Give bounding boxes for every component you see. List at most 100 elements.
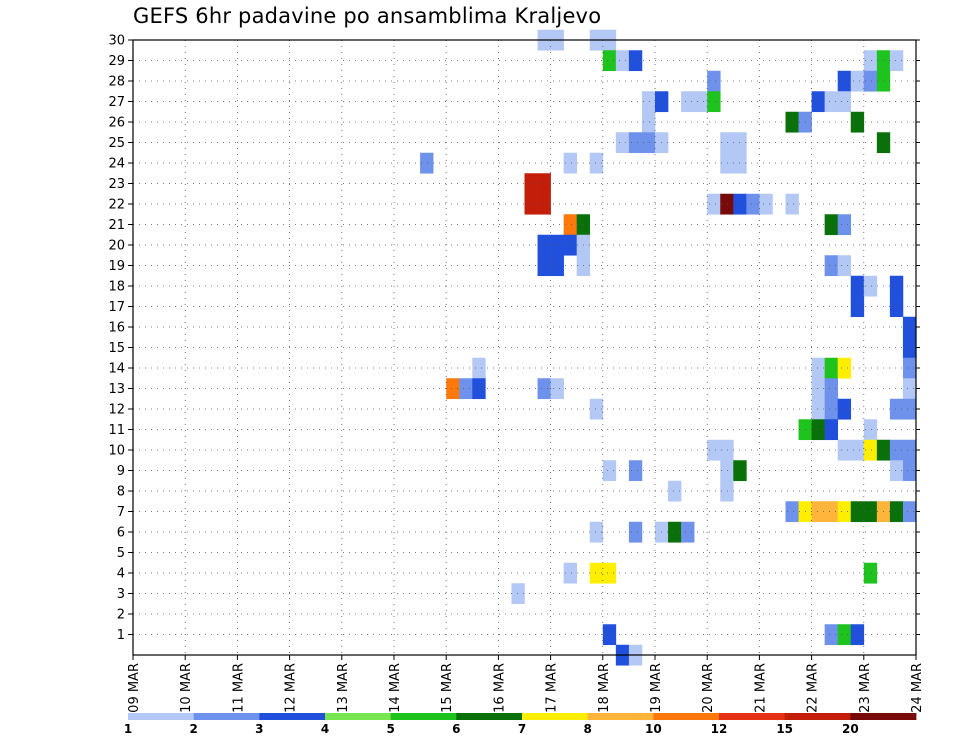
precip-cell — [628, 521, 643, 543]
precip-cell — [537, 378, 551, 400]
precip-cell — [837, 501, 852, 523]
y-tick-label: 11 — [108, 423, 125, 438]
precip-cell — [459, 378, 473, 400]
precip-cell — [837, 214, 852, 236]
precip-cell — [837, 398, 852, 420]
y-tick-label: 19 — [108, 259, 125, 274]
precip-cell — [837, 357, 852, 379]
precip-cell — [589, 521, 604, 543]
x-tick-label: 20 MAR — [701, 663, 716, 713]
y-tick-label: 15 — [108, 341, 125, 356]
y-tick-label: 12 — [108, 403, 125, 418]
precip-cell — [850, 275, 865, 297]
x-tick-label: 22 MAR — [806, 663, 821, 713]
precip-cell — [589, 562, 604, 584]
legend-label: 8 — [583, 722, 591, 736]
legend-swatch — [522, 713, 589, 720]
precip-cell — [850, 439, 865, 461]
x-tick-label: 15 MAR — [440, 663, 455, 713]
y-tick-label: 8 — [117, 485, 125, 500]
precip-cell — [850, 296, 865, 318]
y-tick-label: 1 — [117, 628, 125, 643]
precip-cell — [811, 378, 825, 400]
precip-cell — [902, 439, 917, 461]
precip-cell — [563, 152, 577, 174]
precip-cell — [720, 193, 734, 215]
color-legend: 1 2 3 4 5 6 7 8 10 12 15 20 — [124, 713, 917, 736]
precip-cell — [811, 398, 825, 420]
precip-cell — [889, 296, 904, 318]
legend-swatch — [784, 713, 851, 720]
precip-cell — [889, 439, 904, 461]
precip-cell — [837, 255, 852, 277]
y-tick-label: 26 — [108, 116, 125, 131]
precip-cell — [863, 439, 878, 461]
legend-label: 10 — [645, 722, 662, 736]
precip-cell — [863, 70, 878, 92]
y-tick-label: 23 — [108, 177, 125, 192]
precip-cell — [720, 439, 734, 461]
y-tick-label: 25 — [108, 136, 125, 151]
x-tick-label: 24 MAR — [910, 663, 925, 713]
precip-cell — [863, 419, 878, 441]
precip-cell — [889, 398, 904, 420]
precip-cell — [902, 378, 917, 400]
precip-cell — [641, 132, 656, 154]
y-tick-label: 17 — [108, 300, 125, 315]
precip-cell — [811, 357, 825, 379]
y-tick-label: 7 — [117, 505, 125, 520]
precip-cell — [720, 460, 734, 482]
x-tick-label: 12 MAR — [284, 663, 299, 713]
legend-label: 7 — [518, 722, 526, 736]
legend-swatch — [259, 713, 326, 720]
y-tick-label: 24 — [108, 157, 125, 172]
precip-cell — [759, 193, 773, 215]
legend-label: 15 — [776, 722, 793, 736]
precip-cell — [681, 91, 695, 113]
y-tick-label: 27 — [108, 95, 125, 110]
precip-cell — [850, 501, 865, 523]
precip-cell — [550, 234, 564, 256]
precip-cell — [824, 214, 838, 236]
precip-cell — [889, 460, 904, 482]
precip-cell — [850, 624, 865, 646]
y-tick-label: 9 — [117, 464, 125, 479]
precip-cell — [889, 275, 904, 297]
y-tick-label: 28 — [108, 75, 125, 90]
y-tick-label: 22 — [108, 198, 125, 213]
precip-cell — [785, 193, 799, 215]
x-tick-label: 18 MAR — [597, 663, 612, 713]
grid-lines — [133, 39, 916, 655]
precip-cell — [472, 357, 486, 379]
precip-cell — [889, 501, 904, 523]
precip-cell — [550, 255, 564, 277]
x-tick-label: 10 MAR — [179, 663, 194, 713]
legend-swatch — [850, 713, 917, 720]
precip-cell — [837, 70, 852, 92]
data-cells — [420, 29, 917, 666]
legend-label: 20 — [842, 722, 859, 736]
precip-cell — [824, 501, 838, 523]
chart-title: GEFS 6hr padavine po ansamblima Kraljevo — [133, 4, 602, 28]
precip-cell — [537, 234, 551, 256]
y-tick-label: 29 — [108, 54, 125, 69]
x-tick-label: 16 MAR — [492, 663, 507, 713]
legend-swatch — [456, 713, 523, 720]
precip-cell — [472, 378, 486, 400]
precip-cell — [824, 398, 838, 420]
x-tick-label: 21 MAR — [753, 663, 768, 713]
y-tick-label: 13 — [108, 382, 125, 397]
precip-cell — [785, 111, 799, 133]
y-tick-label: 3 — [117, 587, 125, 602]
precip-cell — [641, 111, 656, 133]
y-tick-label: 6 — [117, 526, 125, 541]
precip-cell — [902, 316, 917, 338]
precip-cell — [602, 460, 617, 482]
precip-cell — [902, 501, 917, 523]
precip-cell — [863, 275, 878, 297]
legend-label: 1 — [124, 722, 132, 736]
legend-swatch — [587, 713, 654, 720]
precip-cell — [589, 152, 604, 174]
precip-cell — [720, 480, 734, 502]
